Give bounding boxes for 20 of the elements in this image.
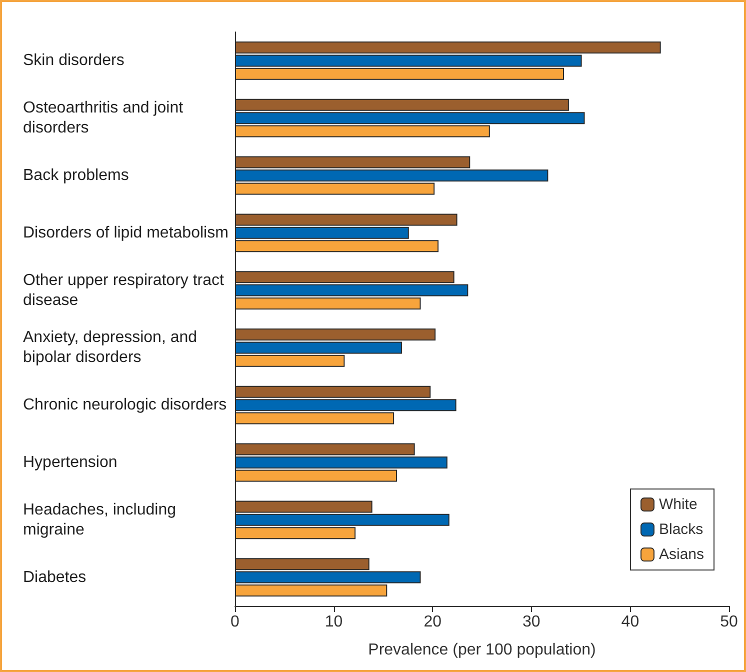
y-tick-label: Osteoarthritis and joint disorders — [23, 100, 188, 137]
x-tick-label: 30 — [522, 614, 540, 630]
y-tick-label: Skin disorders — [23, 52, 124, 70]
y-tick-label: Diabetes — [23, 568, 86, 586]
y-tick-label: Chronic neurologic disorders — [23, 396, 227, 414]
x-tick-label: 20 — [424, 614, 442, 630]
x-tick-label: 10 — [324, 614, 343, 630]
x-tick-label: 50 — [720, 614, 738, 630]
y-tick-label: Other upper respiratory tract disease — [23, 272, 228, 309]
x-axis-title: Prevalence (per 100 population) — [368, 642, 596, 658]
y-tick-label: Back problems — [23, 167, 129, 184]
y-tick-label: Disorders of lipid metabolism — [23, 224, 228, 242]
y-tick-label: Hypertension — [23, 454, 118, 471]
legend-label: Blacks — [658, 521, 704, 538]
y-tick-label: Anxiety, depression, and bipolar disorders — [23, 329, 202, 366]
legend-label: White — [658, 496, 698, 513]
y-tick-label: Headaches, including migraine — [23, 501, 180, 538]
legend-label: Asians — [658, 546, 704, 563]
x-tick-label: 40 — [621, 614, 640, 630]
x-tick-label: 0 — [230, 614, 240, 630]
